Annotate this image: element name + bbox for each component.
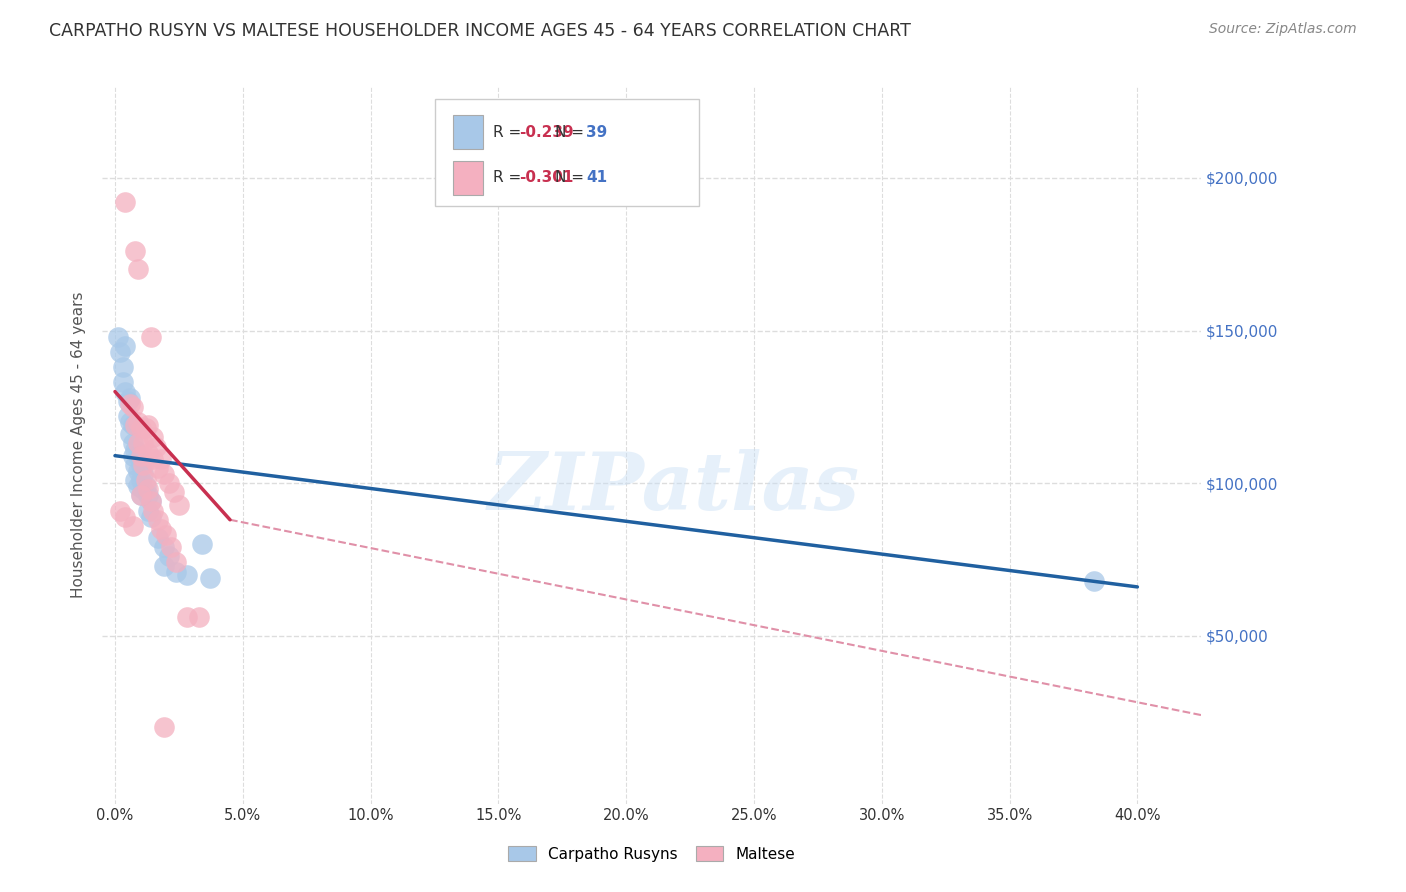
Point [148, 461, 170, 475]
Point [120, 427, 142, 442]
Point [135, 479, 157, 493]
Point [114, 339, 136, 353]
Point [120, 397, 142, 411]
Point [117, 409, 139, 423]
Point [129, 473, 152, 487]
Point [108, 345, 131, 359]
Point [1083, 574, 1105, 588]
Point [129, 488, 152, 502]
Text: R =: R = [494, 170, 526, 186]
Point [152, 540, 174, 554]
Point [120, 415, 142, 429]
Point [117, 393, 139, 408]
Point [136, 482, 159, 496]
Point [198, 571, 221, 585]
Point [165, 556, 187, 570]
Point [142, 503, 165, 517]
Point [136, 445, 159, 459]
Point [148, 531, 170, 545]
Point [188, 610, 211, 624]
Point [122, 418, 145, 433]
Point [114, 195, 136, 210]
Point [152, 720, 174, 734]
Point [114, 509, 136, 524]
Legend: Carpatho Rusyns, Maltese: Carpatho Rusyns, Maltese [502, 840, 801, 868]
Point [124, 418, 146, 433]
Point [108, 503, 131, 517]
Text: N =: N = [555, 170, 589, 186]
Point [127, 464, 149, 478]
Text: 39: 39 [586, 125, 607, 140]
Point [107, 329, 129, 343]
Point [122, 436, 145, 450]
Point [136, 418, 159, 433]
Point [163, 485, 186, 500]
Point [150, 522, 173, 536]
Point [129, 488, 152, 502]
Point [132, 482, 155, 496]
Point [122, 519, 145, 533]
Point [142, 451, 165, 466]
Point [122, 449, 145, 463]
Point [124, 442, 146, 457]
Text: R =: R = [494, 125, 526, 140]
Point [152, 467, 174, 481]
Point [127, 436, 149, 450]
Point [127, 415, 149, 429]
Point [176, 610, 198, 624]
Point [132, 458, 155, 472]
Point [122, 400, 145, 414]
Point [160, 540, 183, 554]
Point [167, 498, 190, 512]
Point [136, 488, 159, 502]
Point [114, 384, 136, 399]
Point [129, 458, 152, 472]
Point [135, 473, 157, 487]
Point [150, 451, 173, 466]
Point [139, 494, 162, 508]
Point [135, 421, 157, 435]
Point [124, 244, 146, 259]
Y-axis label: Householder Income Ages 45 - 64 years: Householder Income Ages 45 - 64 years [72, 292, 86, 599]
Text: 41: 41 [586, 170, 607, 186]
Text: ZIPatlas: ZIPatlas [488, 450, 860, 527]
Point [127, 449, 149, 463]
Point [136, 503, 159, 517]
Point [157, 549, 180, 564]
Point [139, 494, 162, 508]
Point [176, 567, 198, 582]
Text: -0.301: -0.301 [519, 170, 574, 186]
Text: N =: N = [555, 125, 589, 140]
Text: -0.239: -0.239 [519, 125, 574, 140]
Point [142, 430, 165, 444]
Point [129, 449, 152, 463]
Point [127, 479, 149, 493]
Point [124, 473, 146, 487]
Point [152, 558, 174, 573]
Point [111, 376, 134, 390]
Text: Source: ZipAtlas.com: Source: ZipAtlas.com [1209, 22, 1357, 37]
Point [120, 391, 142, 405]
Point [124, 458, 146, 472]
Point [127, 262, 149, 277]
Point [139, 329, 162, 343]
Text: CARPATHO RUSYN VS MALTESE HOUSEHOLDER INCOME AGES 45 - 64 YEARS CORRELATION CHAR: CARPATHO RUSYN VS MALTESE HOUSEHOLDER IN… [49, 22, 911, 40]
Point [139, 509, 162, 524]
Point [148, 513, 170, 527]
Point [111, 360, 134, 375]
Point [132, 467, 155, 481]
Point [155, 528, 177, 542]
Point [129, 421, 152, 435]
Point [165, 565, 187, 579]
Point [157, 476, 180, 491]
Point [132, 436, 155, 450]
Point [191, 537, 214, 551]
Point [145, 440, 167, 454]
